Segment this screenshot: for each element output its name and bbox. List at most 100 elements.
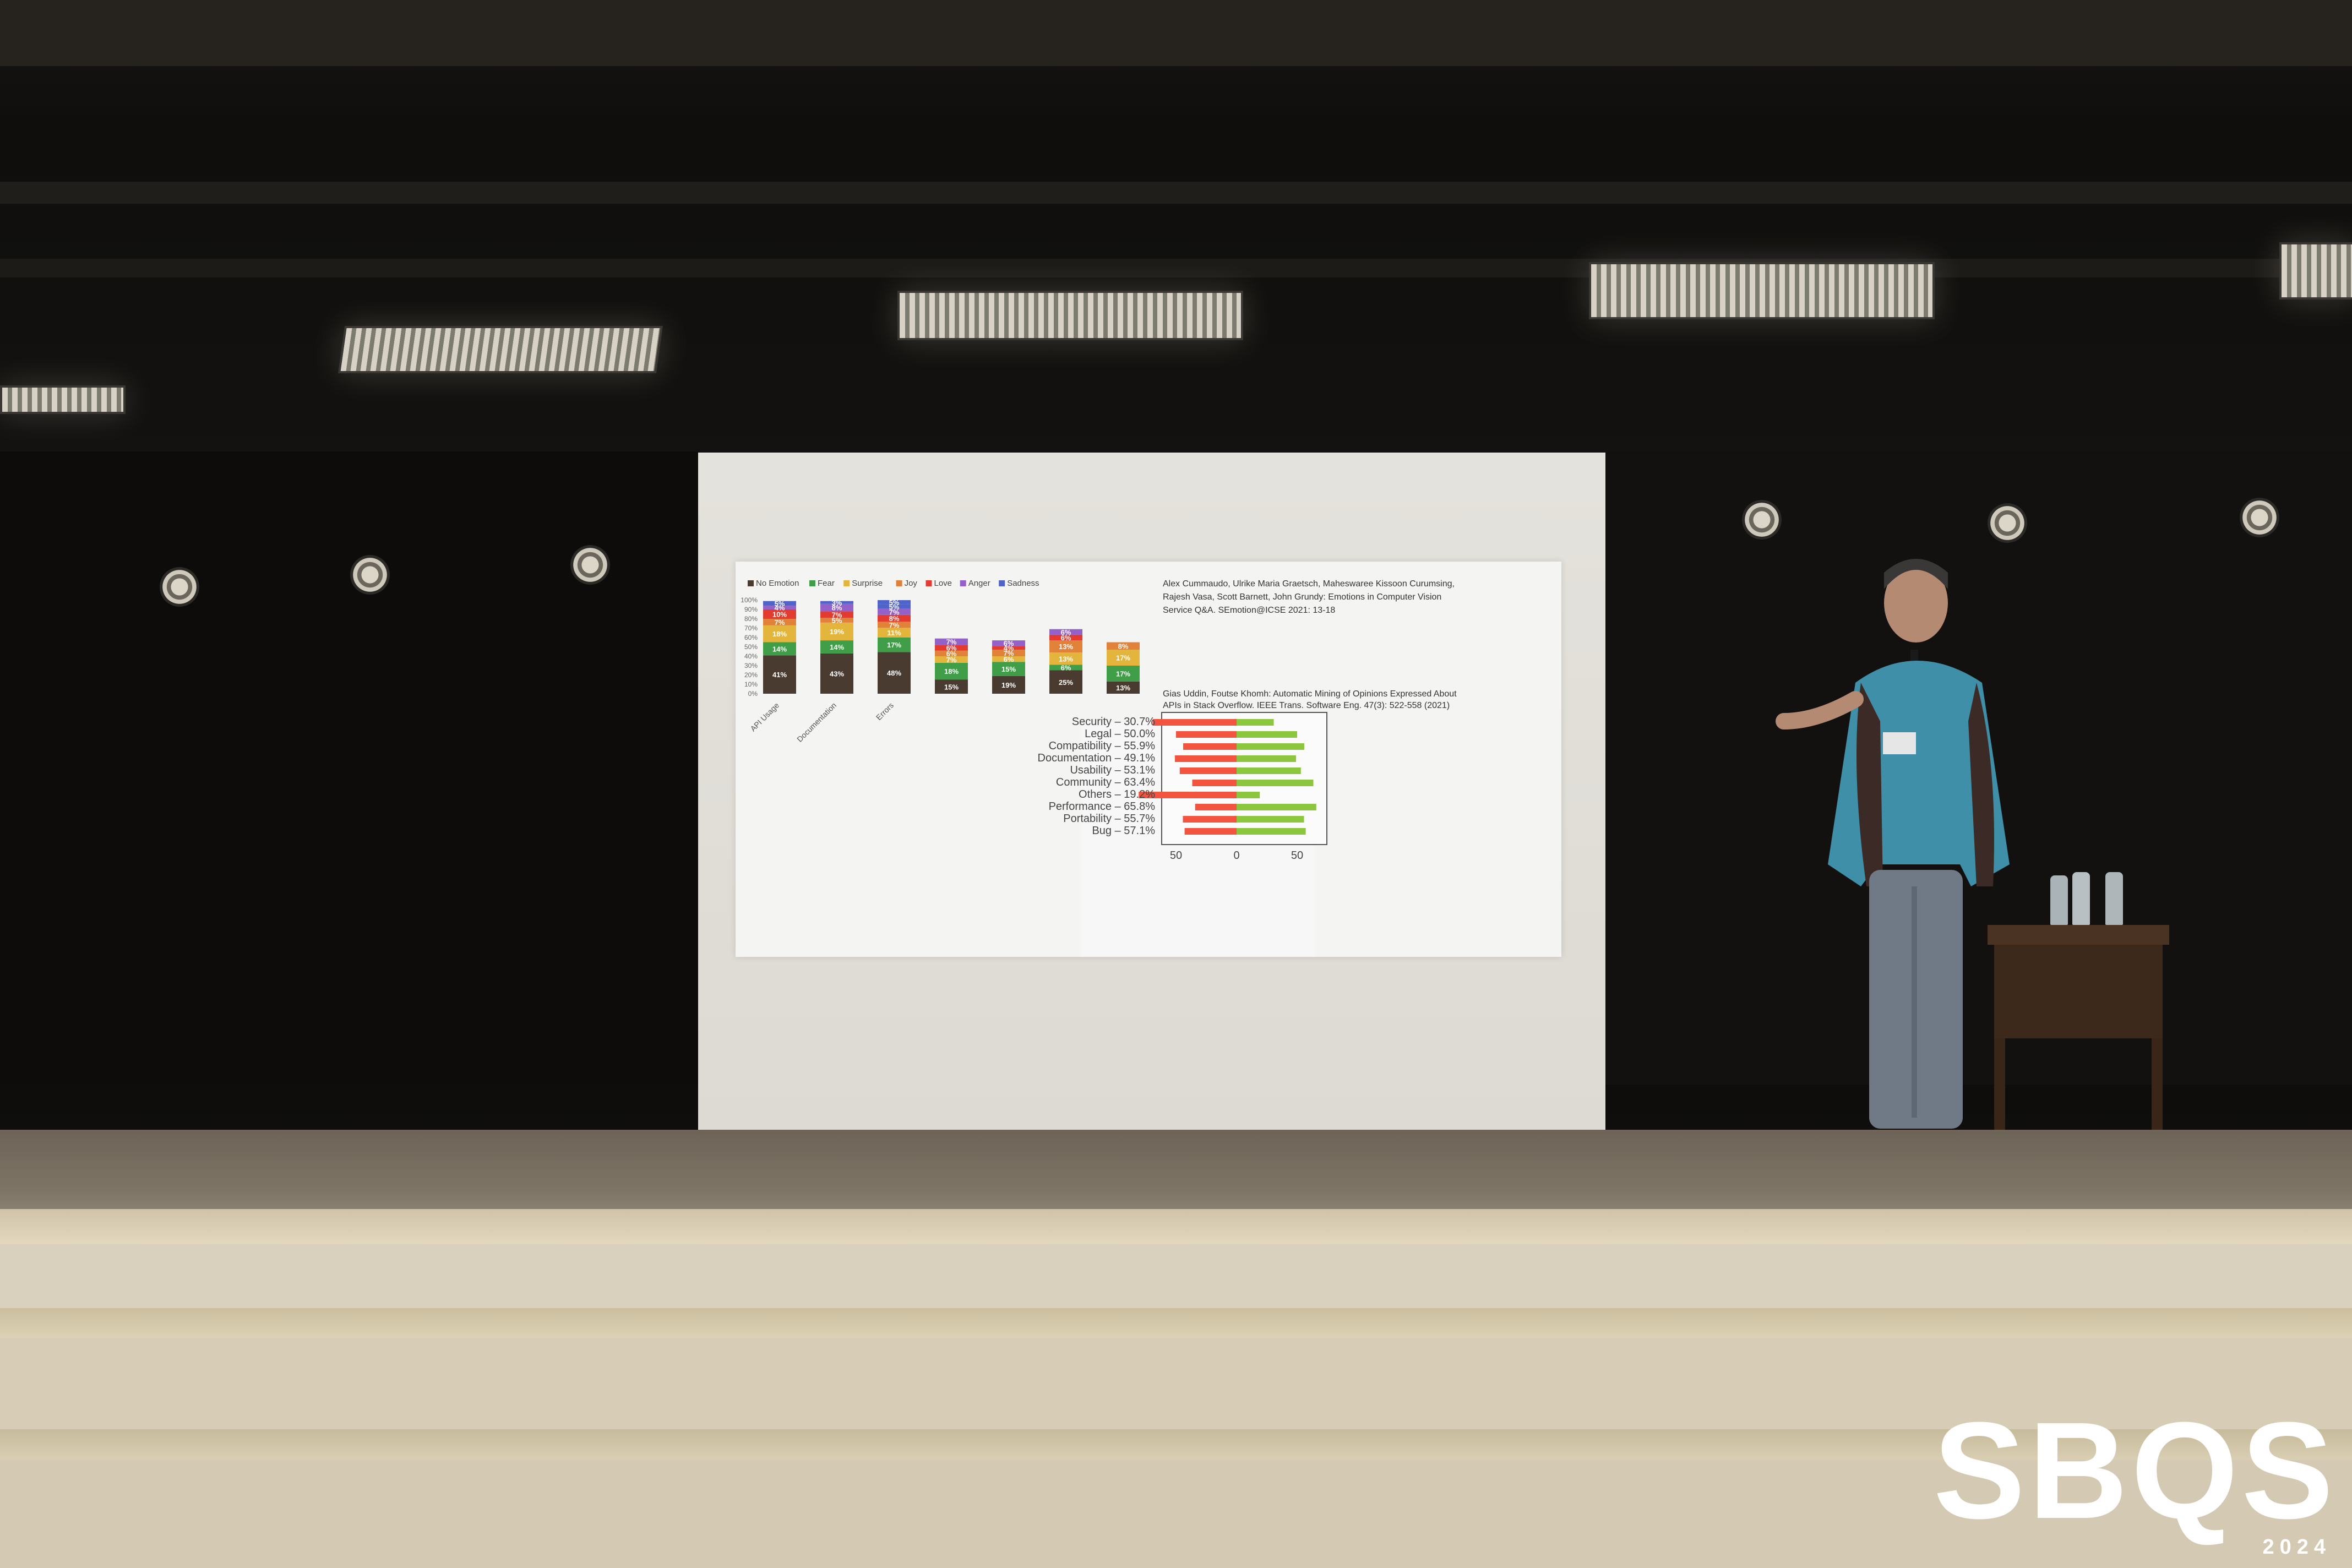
diverging-bar-positive <box>1237 755 1297 762</box>
ceiling-beam <box>0 0 2352 66</box>
slide-canvas: No Emotion Fear Surprise Joy Love Anger Sadnes… <box>741 579 1457 957</box>
stacked-bar-value-label: 6% <box>1004 655 1014 663</box>
diverging-row-label: Legal – 50.0% <box>1085 728 1155 740</box>
ceiling-beam <box>0 259 2352 277</box>
diverging-bar-positive <box>1237 804 1316 810</box>
diverging-bar-negative <box>1176 731 1237 738</box>
diverging-row-label: Usability – 53.1% <box>1070 764 1155 776</box>
stacked-bar-segment <box>878 637 911 652</box>
stacked-bar-segment <box>1049 670 1082 694</box>
legend-label: Fear <box>818 579 835 588</box>
legend-label: Joy <box>905 579 918 588</box>
speaker-arm <box>1776 691 1864 729</box>
category-label: Errors <box>874 701 895 722</box>
stage-edge <box>0 1209 2352 1244</box>
diverging-bar-positive <box>1237 731 1297 738</box>
ceiling-light <box>0 385 126 414</box>
stacked-bar-value-label: 6% <box>1004 639 1014 647</box>
diverging-bar-negative <box>1192 780 1237 786</box>
stacked-bar-value-label: 5% <box>775 600 785 608</box>
stage-spotlight <box>350 555 390 595</box>
stacked-bar-segment <box>992 646 1025 650</box>
stacked-bar-value-label: 14% <box>830 643 844 651</box>
diverging-row-label: Community – 63.4% <box>1056 776 1155 788</box>
stacked-bar-value-label: 6% <box>1061 634 1071 642</box>
stage-spotlight <box>160 567 199 607</box>
stage-step-edge <box>0 1429 2352 1460</box>
diverging-bar-positive <box>1237 767 1301 774</box>
stacked-bar-value-label: 48% <box>887 669 901 677</box>
stacked-bar-segment <box>992 656 1025 662</box>
stacked-bar-segment <box>935 638 968 645</box>
legend-label: Love <box>934 579 952 588</box>
stacked-bar-segment <box>878 600 911 605</box>
stage-spotlight <box>2240 498 2279 537</box>
legend-label: No Emotion <box>756 579 799 588</box>
ceiling-light <box>337 326 663 373</box>
water-bottle <box>2105 872 2123 925</box>
stacked-bar-segment <box>763 609 796 619</box>
stacked-bar-segment <box>820 653 853 694</box>
legend-swatch <box>896 580 902 586</box>
diverging-row-label: Security – 30.7% <box>1072 716 1155 728</box>
diverging-row-label: Performance – 65.8% <box>1049 801 1156 813</box>
diverging-chart-x-ticks: 50 0 50 <box>1170 850 1303 862</box>
legend-label: Surprise <box>852 579 883 588</box>
legend-label: Anger <box>968 579 990 588</box>
stacked-bar-segment <box>763 601 796 606</box>
legend-swatch <box>748 580 754 586</box>
stacked-bar-segment <box>1049 640 1082 653</box>
diverging-row-label: Compatibility – 55.9% <box>1049 740 1156 752</box>
stage-step <box>0 1338 2352 1431</box>
stacked-bar-value-label: 17% <box>1116 669 1130 678</box>
stacked-bar-value-label: 4% <box>775 604 785 612</box>
diverging-row-label: Others – 19.2% <box>1079 788 1155 801</box>
ceiling-light <box>897 291 1243 340</box>
stacked-bar-segment <box>763 655 796 694</box>
stacked-chart-categories: API Usage Documentation Errors <box>748 701 895 744</box>
stacked-bar-segment <box>820 601 853 604</box>
stacked-bar-segment <box>1107 666 1140 682</box>
stacked-bar-value-label: 8% <box>1118 642 1129 650</box>
diverging-row-label: Documentation – 49.1% <box>1038 752 1156 764</box>
stacked-bar-segment <box>763 625 796 643</box>
stacked-bar-segment <box>820 622 853 641</box>
stacked-bar-value-label: 13% <box>1059 655 1073 663</box>
stacked-bar-value-label: 17% <box>1116 654 1130 662</box>
stacked-bar-value-label: 7% <box>832 611 842 619</box>
name-badge <box>1883 732 1916 754</box>
stacked-bar-segment <box>1049 652 1082 665</box>
logo-year: 2024 <box>2262 1536 2331 1559</box>
logo-name: SBQS <box>1933 1393 2337 1547</box>
y-tick-label: 0% <box>748 690 758 698</box>
citation-first-line: Rajesh Vasa, Scott Barnett, John Grundy:… <box>1163 592 1441 602</box>
y-tick-label: 60% <box>744 634 758 641</box>
stacked-bar-segment <box>820 611 853 618</box>
stacked-bar-value-label: 41% <box>772 671 787 679</box>
diverging-bar-negative <box>1195 804 1237 810</box>
y-tick-label: 30% <box>744 662 758 669</box>
stacked-bar-value-label: 7% <box>946 638 957 646</box>
stacked-bar-segment <box>935 679 968 694</box>
stacked-bar-value-label: 14% <box>772 645 787 653</box>
stacked-bar-value-label: 18% <box>772 630 787 638</box>
stacked-bar-segment <box>878 622 911 628</box>
stacked-bar-value-label: 7% <box>1004 649 1014 657</box>
diverging-bar-positive <box>1237 816 1304 823</box>
diverging-bar-negative <box>1152 719 1237 726</box>
stacked-bar-segment <box>935 662 968 680</box>
diverging-bar-negative <box>1183 816 1237 823</box>
diverging-bar-negative <box>1183 743 1237 750</box>
citation-first-line: Service Q&A. SEmotion@ICSE 2021: 13-18 <box>1163 606 1335 615</box>
category-label: Documentation <box>795 701 838 744</box>
ceiling-light <box>2279 242 2352 300</box>
stacked-bar-segment <box>992 650 1025 656</box>
stage-step-edge <box>0 1308 2352 1338</box>
diverging-x-tick-label: 50 <box>1291 850 1303 862</box>
ceiling-beam <box>0 385 2352 435</box>
stacked-bar-value-label: 13% <box>1059 643 1073 651</box>
stacked-bar-segment <box>992 676 1025 694</box>
stacked-bar-segment <box>878 604 911 609</box>
speaker <box>1776 559 2010 1167</box>
stacked-bar-value-label: 17% <box>887 641 901 649</box>
